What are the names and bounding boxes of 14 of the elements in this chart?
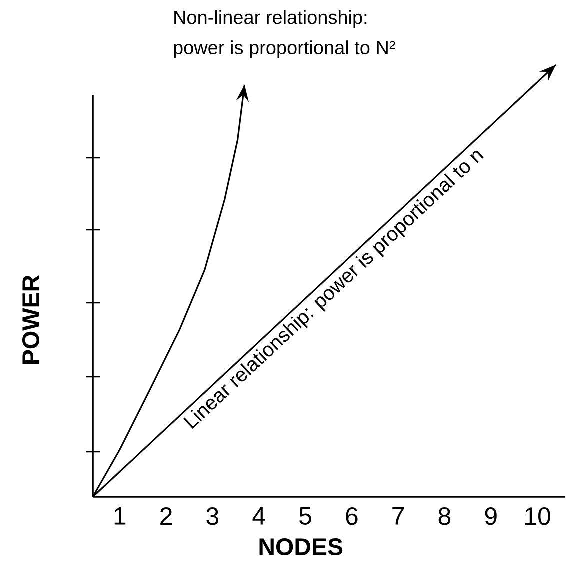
x-tick-label: 4 <box>252 508 266 525</box>
x-tick-label: 9 <box>485 508 497 526</box>
x-tick-label: 5 <box>300 508 312 525</box>
x-tick-label: 7 <box>392 508 404 525</box>
x-tick-label: 3 <box>206 508 219 526</box>
y-axis-title: POWER <box>22 275 40 364</box>
x-tick-label: 6 <box>346 508 358 526</box>
text: Non-linear relationship: <box>174 10 367 28</box>
x-tick-label: 2 <box>160 508 172 525</box>
x-tick-label: 1 <box>114 508 126 525</box>
x-tick-label: 8 <box>438 508 451 526</box>
x-axis-title: NODES <box>260 538 343 556</box>
text: power is proportional to N² <box>174 40 396 58</box>
x-tick-label: 10 <box>526 508 550 526</box>
